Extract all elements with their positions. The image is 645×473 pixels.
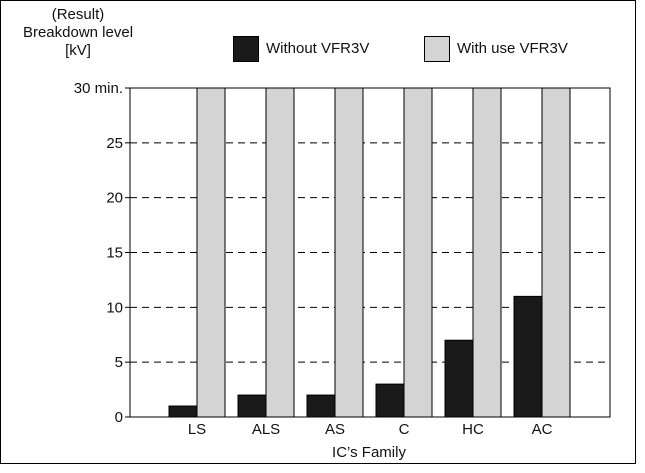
legend-label-with: With use VFR3V	[457, 40, 568, 57]
x-tick-label: AS	[325, 421, 345, 438]
x-tick-label: HC	[462, 421, 484, 438]
bar-with-ls	[196, 87, 226, 418]
x-tick-label: AC	[532, 421, 553, 438]
x-axis-label: IC’s Family	[332, 444, 406, 461]
y-axis-label-line-3: [kV]	[65, 42, 91, 59]
y-tick-label: 15	[106, 245, 123, 262]
y-tick-label: 25	[106, 135, 123, 152]
bar-without-als	[237, 394, 267, 418]
bar-without-as	[306, 394, 336, 418]
bar-without-ac	[513, 295, 543, 418]
y-tick-label: 0	[115, 409, 123, 426]
bar-with-hc	[472, 87, 502, 418]
bar-without-hc	[444, 339, 474, 418]
bar-with-als	[265, 87, 295, 418]
y-tick-label: 5	[115, 354, 123, 371]
x-tick-label: ALS	[252, 421, 280, 438]
bar-with-c	[403, 87, 433, 418]
figure-frame	[0, 0, 636, 464]
bar-with-as	[334, 87, 364, 418]
y-axis-label-line-2: Breakdown level	[22, 24, 134, 41]
legend-swatch-with	[424, 36, 450, 62]
x-tick-label: LS	[188, 421, 206, 438]
bar-without-c	[375, 383, 405, 418]
bar-without-ls	[168, 405, 198, 418]
legend-swatch-without	[233, 36, 259, 62]
y-axis-label-line-1: (Result)	[51, 6, 105, 23]
bar-with-ac	[541, 87, 571, 418]
legend-label-without: Without VFR3V	[266, 40, 370, 57]
x-tick-label: C	[399, 421, 410, 438]
y-tick-label: 30 min.	[74, 80, 123, 97]
y-tick-label: 10	[106, 299, 123, 316]
y-tick-label: 20	[106, 190, 123, 207]
